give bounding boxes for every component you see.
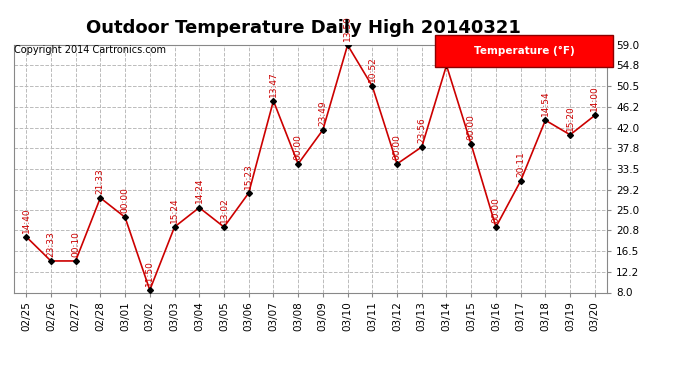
Text: 23:56: 23:56 xyxy=(417,117,426,143)
Text: 14:54: 14:54 xyxy=(541,90,550,116)
Text: 00:00: 00:00 xyxy=(393,134,402,160)
Text: 15:20: 15:20 xyxy=(566,105,575,130)
Text: 00:10: 00:10 xyxy=(71,231,80,257)
Text: 11:50: 11:50 xyxy=(146,260,155,286)
Text: 14:24: 14:24 xyxy=(195,178,204,203)
Text: 20:11: 20:11 xyxy=(516,151,525,177)
Text: 00:00: 00:00 xyxy=(121,187,130,213)
Text: 14:00: 14:00 xyxy=(591,86,600,111)
Text: 23:49: 23:49 xyxy=(318,100,327,126)
Text: Copyright 2014 Cartronics.com: Copyright 2014 Cartronics.com xyxy=(14,45,166,55)
Text: 13:47: 13:47 xyxy=(269,71,278,97)
Text: 13:50: 13:50 xyxy=(343,15,352,41)
Text: 00:00: 00:00 xyxy=(491,197,500,223)
Text: 12:41: 12:41 xyxy=(442,36,451,61)
Text: 15:23: 15:23 xyxy=(244,163,253,189)
FancyBboxPatch shape xyxy=(435,35,613,67)
Text: Temperature (°F): Temperature (°F) xyxy=(474,46,575,56)
Text: 10:52: 10:52 xyxy=(368,56,377,82)
Text: 15:24: 15:24 xyxy=(170,197,179,223)
Text: 14:40: 14:40 xyxy=(21,207,30,232)
Text: 00:00: 00:00 xyxy=(466,114,475,140)
Text: 21:33: 21:33 xyxy=(96,168,105,194)
Text: Outdoor Temperature Daily High 20140321: Outdoor Temperature Daily High 20140321 xyxy=(86,19,521,37)
Text: 23:33: 23:33 xyxy=(46,231,55,257)
Text: 13:02: 13:02 xyxy=(219,197,228,223)
Text: 00:00: 00:00 xyxy=(294,134,303,160)
